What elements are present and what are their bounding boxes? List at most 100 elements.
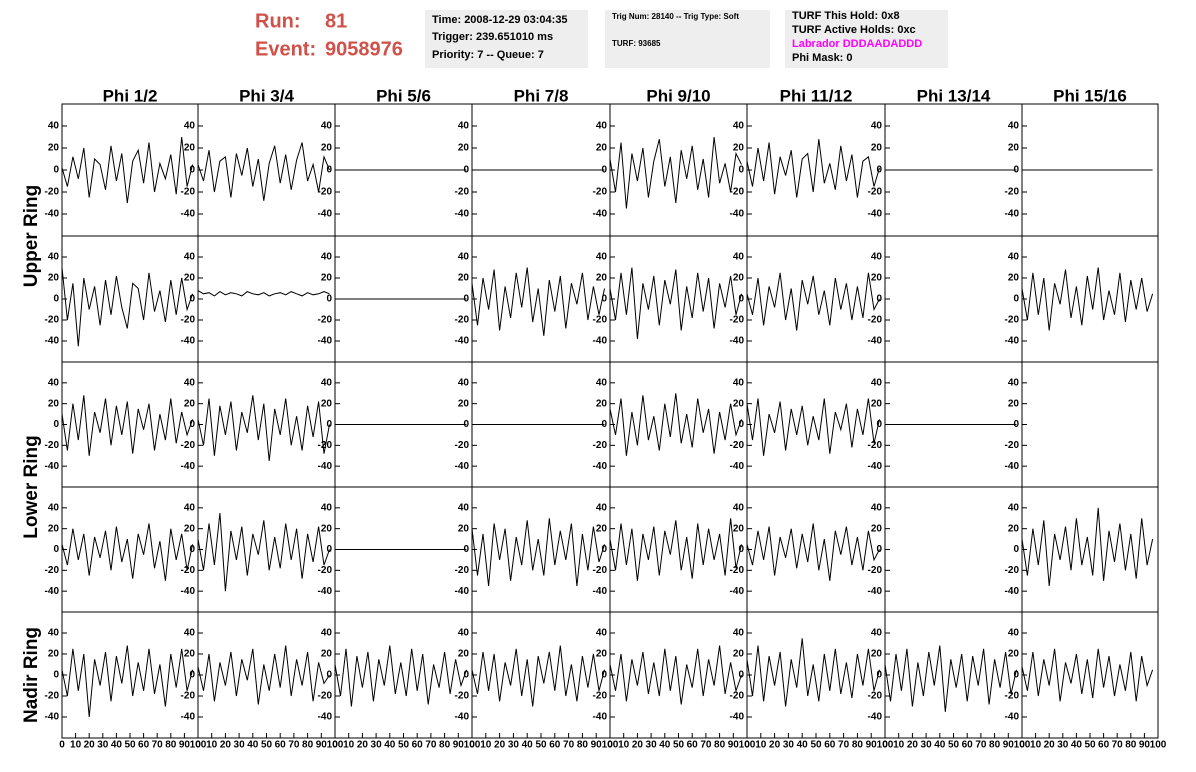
y-tick-label: -20 <box>1005 440 1020 451</box>
y-tick-label: 20 <box>596 143 608 154</box>
y-tick-label: -20 <box>318 565 333 576</box>
x-tick-label: 90 <box>179 740 191 751</box>
y-tick-label: -20 <box>730 187 745 198</box>
waveform <box>61 395 194 456</box>
y-tick-label: 0 <box>876 294 882 305</box>
panel-frame <box>471 235 611 363</box>
waveform <box>61 136 194 204</box>
x-tick-label: 20 <box>357 740 369 751</box>
x-tick-label: 60 <box>1098 740 1110 751</box>
x-tick-label: 80 <box>989 740 1001 751</box>
y-tick-label: -20 <box>181 691 196 702</box>
y-tick-label: 20 <box>596 398 608 409</box>
y-tick-label: 40 <box>458 121 470 132</box>
x-tick-label: 20 <box>220 740 232 751</box>
waveform <box>197 645 330 705</box>
x-tick-label: 40 <box>522 740 534 751</box>
x-tick-label: 60 <box>962 740 974 751</box>
y-tick-label: 40 <box>596 121 608 132</box>
info-line: Trig Num: 28140 -- Trig Type: Soft <box>612 12 739 21</box>
x-tick-label: 0 <box>469 740 475 751</box>
x-tick-label: 80 <box>165 740 177 751</box>
y-tick-label: 40 <box>871 252 883 263</box>
x-tick-label: 40 <box>659 740 671 751</box>
y-tick-label: -20 <box>45 691 60 702</box>
y-tick-label: 0 <box>1013 294 1019 305</box>
y-tick-label: 20 <box>458 523 470 534</box>
y-tick-label: -20 <box>730 565 745 576</box>
y-tick-label: 40 <box>321 121 333 132</box>
y-tick-label: -40 <box>318 336 333 347</box>
panel-frame <box>1021 611 1159 739</box>
row-label: Upper Ring <box>21 185 42 287</box>
x-tick-label: 70 <box>700 740 712 751</box>
x-tick-label: 20 <box>769 740 781 751</box>
y-tick-label: 20 <box>321 143 333 154</box>
y-tick-label: 40 <box>596 252 608 263</box>
y-tick-label: 40 <box>321 628 333 639</box>
y-tick-label: -40 <box>455 712 470 723</box>
y-tick-label: 0 <box>326 165 332 176</box>
x-tick-label: 100 <box>464 740 481 751</box>
x-tick-label: 60 <box>138 740 150 751</box>
y-tick-label: -20 <box>730 691 745 702</box>
y-tick-label: -20 <box>868 187 883 198</box>
y-tick-label: -40 <box>868 712 883 723</box>
y-tick-label: -40 <box>45 336 60 347</box>
y-tick-label: 0 <box>601 670 607 681</box>
x-tick-label: 90 <box>591 740 603 751</box>
y-tick-label: -40 <box>318 209 333 220</box>
y-tick-label: -20 <box>868 691 883 702</box>
panel-frame <box>471 611 611 739</box>
info-line: Phi Mask: 0 <box>792 52 853 64</box>
y-tick-label: 0 <box>1013 165 1019 176</box>
y-tick-label: 40 <box>871 377 883 388</box>
x-tick-label: 50 <box>398 740 410 751</box>
info-line: Trigger: 239.651010 ms <box>432 31 553 43</box>
y-tick-label: 0 <box>738 419 744 430</box>
x-tick-label: 30 <box>371 740 383 751</box>
y-tick-label: 40 <box>184 121 196 132</box>
y-tick-label: -20 <box>455 440 470 451</box>
y-tick-label: 0 <box>1013 670 1019 681</box>
y-tick-label: -40 <box>868 336 883 347</box>
y-tick-label: 20 <box>733 523 745 534</box>
y-tick-label: -40 <box>318 461 333 472</box>
panel-frame <box>884 486 1023 613</box>
y-tick-label: 40 <box>596 377 608 388</box>
x-tick-label: 90 <box>1003 740 1015 751</box>
y-tick-label: 40 <box>321 502 333 513</box>
y-tick-label: 40 <box>48 628 60 639</box>
info-box <box>785 10 948 68</box>
x-tick-label: 20 <box>632 740 644 751</box>
waveform <box>471 267 605 336</box>
x-tick-label: 0 <box>59 740 65 751</box>
x-tick-label: 0 <box>882 740 888 751</box>
x-tick-label: 50 <box>124 740 136 751</box>
x-tick-label: 70 <box>838 740 850 751</box>
y-tick-label: 0 <box>326 419 332 430</box>
y-tick-label: 0 <box>463 670 469 681</box>
y-tick-label: -20 <box>318 440 333 451</box>
y-tick-label: 0 <box>53 165 59 176</box>
panel-frame <box>884 235 1023 363</box>
waveform <box>746 523 880 581</box>
y-tick-label: 20 <box>321 273 333 284</box>
x-tick-label: 30 <box>921 740 933 751</box>
y-tick-label: 40 <box>733 502 745 513</box>
y-tick-label: 40 <box>871 628 883 639</box>
y-tick-label: -20 <box>181 440 196 451</box>
y-tick-label: -20 <box>1005 315 1020 326</box>
y-tick-label: 20 <box>184 523 196 534</box>
y-tick-label: -40 <box>181 712 196 723</box>
column-header: Phi 13/14 <box>917 86 991 105</box>
column-header: Phi 3/4 <box>239 86 294 105</box>
y-tick-label: 20 <box>871 398 883 409</box>
y-tick-label: 20 <box>184 143 196 154</box>
y-tick-label: 0 <box>189 165 195 176</box>
y-tick-label: -40 <box>1005 461 1020 472</box>
y-tick-label: 20 <box>1008 143 1020 154</box>
y-tick-label: 40 <box>184 252 196 263</box>
x-tick-label: 30 <box>97 740 109 751</box>
